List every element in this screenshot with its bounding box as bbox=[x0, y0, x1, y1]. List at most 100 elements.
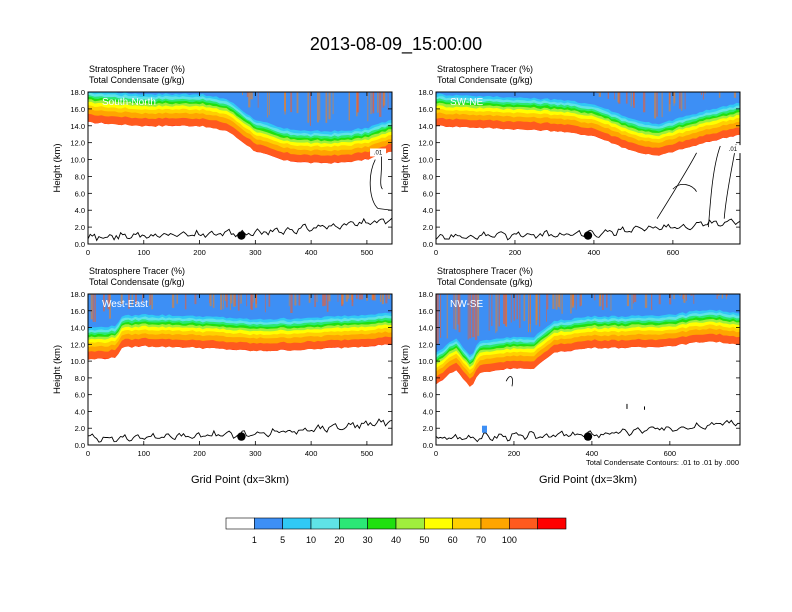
tracer-streak bbox=[223, 294, 224, 309]
tracer-streak bbox=[495, 294, 497, 334]
colorbar-label: 100 bbox=[502, 535, 517, 545]
location-marker bbox=[583, 432, 593, 441]
y-tick-label: 0.0 bbox=[423, 240, 433, 249]
y-tick-label: 18.0 bbox=[418, 88, 433, 97]
y-tick-label: 12.0 bbox=[418, 340, 433, 349]
y-axis-label: Height (km) bbox=[52, 345, 63, 394]
tracer-streak bbox=[717, 294, 720, 296]
x-tick-label: 0 bbox=[434, 248, 438, 257]
x-tick-label: 200 bbox=[508, 449, 521, 458]
panel-header-line-2: Total Condensate (g/kg) bbox=[89, 75, 185, 85]
tracer-streak bbox=[457, 294, 459, 325]
x-tick-label: 300 bbox=[249, 449, 262, 458]
tracer-streak bbox=[268, 92, 270, 116]
tracer-streak bbox=[246, 294, 248, 307]
tracer-streak bbox=[683, 294, 686, 303]
tracer-streak bbox=[350, 294, 353, 300]
x-tick-label: 200 bbox=[509, 248, 522, 257]
tracer-streak bbox=[341, 294, 344, 305]
tracer-field bbox=[88, 92, 392, 242]
tracer-streak bbox=[601, 294, 604, 310]
tracer-streak bbox=[530, 294, 531, 333]
tracer-streak bbox=[439, 294, 442, 338]
y-tick-label: 10.0 bbox=[418, 357, 433, 366]
tracer-streak bbox=[290, 92, 293, 113]
colorbar-label: 20 bbox=[334, 535, 344, 545]
tracer-streak bbox=[626, 294, 629, 307]
colorbar: 1 5 10 20 30 40 50 60 70 100 bbox=[225, 517, 567, 545]
panel-header-line-1: Stratosphere Tracer (%) bbox=[437, 266, 533, 276]
tracer-streak bbox=[372, 92, 374, 112]
tracer-streak bbox=[308, 294, 311, 303]
tracer-streak bbox=[385, 294, 388, 304]
tracer-streak bbox=[103, 294, 105, 312]
y-tick-label: 4.0 bbox=[423, 206, 433, 215]
tracer-streak bbox=[209, 294, 212, 307]
tracer-streak bbox=[617, 92, 620, 103]
tracer-streak bbox=[326, 294, 329, 312]
tracer-streak bbox=[594, 294, 596, 301]
tracer-streak bbox=[95, 294, 96, 322]
tracer-streak bbox=[513, 294, 515, 321]
tracer-streak bbox=[264, 294, 266, 313]
tracer-streak bbox=[379, 294, 382, 302]
tracer-streak bbox=[539, 294, 541, 327]
tracer-streak bbox=[250, 294, 252, 309]
tracer-streak bbox=[510, 294, 512, 323]
tracer-field bbox=[436, 92, 740, 241]
y-tick-label: 18.0 bbox=[418, 290, 433, 299]
tracer-streak bbox=[679, 294, 681, 296]
tracer-streak bbox=[733, 92, 737, 98]
x-axis-label: Grid Point (dx=3km) bbox=[191, 474, 289, 486]
colorbar-label: 50 bbox=[419, 535, 429, 545]
tracer-streak bbox=[268, 294, 271, 307]
tracer-streak bbox=[371, 294, 374, 300]
y-tick-label: 8.0 bbox=[75, 172, 85, 181]
x-tick-label: 400 bbox=[305, 248, 318, 257]
tracer-streak bbox=[643, 92, 646, 113]
panel-header-line-1: Stratosphere Tracer (%) bbox=[89, 266, 185, 276]
tracer-streak bbox=[131, 294, 133, 306]
tracer-streak bbox=[240, 294, 242, 304]
tracer-streak bbox=[571, 294, 574, 308]
panel-header-line-1: Stratosphere Tracer (%) bbox=[437, 64, 533, 74]
tracer-streak bbox=[644, 294, 648, 308]
colorbar-label: 40 bbox=[391, 535, 401, 545]
colorbar-label: 70 bbox=[476, 535, 486, 545]
tracer-streak bbox=[220, 294, 223, 310]
tracer-streak bbox=[298, 294, 301, 306]
x-tick-label: 400 bbox=[586, 449, 599, 458]
tracer-streak bbox=[632, 294, 634, 304]
tracer-streak bbox=[332, 92, 334, 115]
tracer-streak bbox=[475, 294, 478, 341]
tracer-streak bbox=[234, 294, 236, 306]
panel-label: SW-NE bbox=[450, 97, 483, 108]
colorbar-swatch bbox=[424, 517, 453, 530]
tracer-streak bbox=[233, 294, 236, 307]
tracer-streak bbox=[348, 92, 350, 121]
tracer-streak bbox=[633, 294, 637, 303]
panel-header-line-2: Total Condensate (g/kg) bbox=[437, 277, 533, 287]
tracer-streak bbox=[356, 92, 358, 112]
condensate-contour bbox=[723, 144, 737, 219]
panel-header-line-2: Total Condensate (g/kg) bbox=[89, 277, 185, 287]
tracer-streak bbox=[322, 294, 325, 307]
tracer-streak bbox=[229, 294, 231, 310]
condensate-contour bbox=[656, 152, 697, 219]
x-tick-label: 300 bbox=[249, 248, 262, 257]
tracer-streak bbox=[225, 294, 228, 308]
tracer-streak bbox=[90, 294, 93, 320]
y-tick-label: 14.0 bbox=[70, 122, 85, 131]
y-tick-label: 6.0 bbox=[75, 189, 85, 198]
y-tick-label: 6.0 bbox=[423, 391, 433, 400]
tracer-streak bbox=[325, 92, 328, 123]
colorbar-label: 60 bbox=[448, 535, 458, 545]
tracer-streak bbox=[377, 92, 379, 113]
tracer-streak bbox=[702, 92, 705, 100]
tracer-streak bbox=[555, 294, 558, 310]
tracer-streak bbox=[284, 92, 286, 115]
tracer-streak bbox=[529, 294, 531, 324]
y-axis-label: Height (km) bbox=[400, 143, 411, 192]
panel-south-north: South-North Stratosphere Tracer (%)Total … bbox=[52, 64, 393, 257]
tracer-streak bbox=[561, 294, 563, 314]
